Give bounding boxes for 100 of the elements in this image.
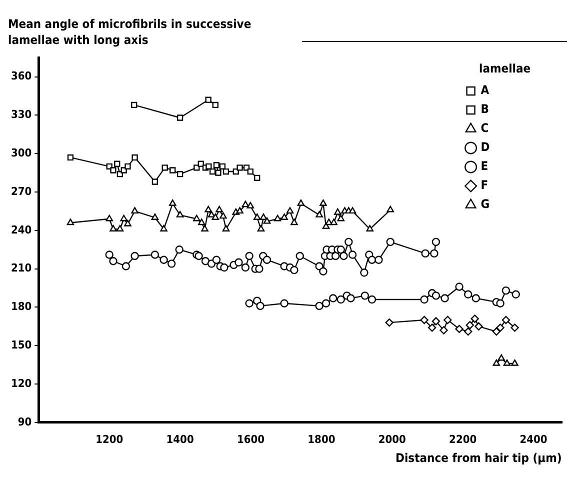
point: [167, 260, 176, 268]
point: [360, 268, 368, 277]
point: [216, 206, 223, 212]
point: [209, 168, 216, 175]
legend-label: A: [480, 83, 490, 98]
point: [502, 316, 510, 324]
point: [348, 207, 356, 214]
point: [420, 316, 428, 324]
point: [432, 238, 440, 246]
point: [215, 170, 222, 176]
point: [241, 263, 250, 272]
point: [114, 160, 120, 167]
point: [444, 316, 452, 324]
point: [440, 294, 449, 302]
y-tick-label: 90: [18, 415, 32, 428]
point: [430, 249, 438, 258]
point: [246, 202, 254, 208]
point: [116, 225, 124, 232]
y-tick-label: 360: [10, 70, 32, 83]
point: [432, 292, 440, 300]
point: [316, 210, 323, 218]
point: [160, 225, 168, 232]
x-tick-label: 1200: [96, 432, 124, 446]
point: [257, 225, 265, 232]
point: [106, 214, 113, 222]
point: [260, 214, 268, 220]
y-axis-title: Mean angle of microfibrils in successive lamellae with long axis: [8, 16, 252, 48]
point: [320, 199, 327, 206]
point: [254, 174, 260, 181]
legend-label: C: [480, 121, 489, 136]
point: [206, 163, 212, 170]
point: [262, 256, 272, 264]
point: [385, 318, 394, 327]
point: [66, 218, 74, 226]
point: [110, 225, 117, 232]
point: [105, 250, 114, 259]
point: [176, 210, 184, 218]
point: [160, 256, 168, 264]
x-axis-title: Distance from hair tip (µm): [395, 450, 562, 465]
point: [280, 214, 288, 220]
point: [336, 246, 345, 254]
point: [286, 207, 294, 214]
point: [331, 252, 340, 260]
point: [242, 200, 250, 208]
point: [322, 299, 330, 308]
point: [511, 359, 518, 366]
point: [346, 294, 355, 302]
point: [274, 214, 282, 222]
x-tick-label: 1800: [308, 432, 336, 446]
point: [330, 218, 338, 226]
point: [109, 257, 118, 266]
point: [503, 359, 511, 366]
point: [219, 163, 226, 170]
point: [131, 207, 138, 214]
x-tick-label: 2000: [378, 432, 406, 446]
y-tick-label: 150: [10, 338, 32, 352]
point: [255, 264, 264, 273]
point: [67, 154, 74, 161]
point: [220, 212, 227, 219]
point: [421, 249, 430, 258]
point: [245, 299, 254, 308]
point: [368, 295, 376, 304]
y-tick-label: 180: [10, 300, 32, 314]
point: [466, 321, 474, 330]
point: [110, 167, 116, 174]
point: [212, 256, 221, 264]
point: [132, 154, 138, 161]
point: [368, 256, 376, 264]
point: [152, 178, 158, 185]
point: [131, 102, 138, 108]
x-tick-label: 1600: [236, 432, 265, 446]
y-tick-label: 330: [10, 108, 32, 122]
point: [151, 214, 159, 220]
point: [194, 164, 200, 171]
point: [386, 206, 394, 212]
point: [263, 217, 271, 224]
y-tick-label: 300: [10, 146, 32, 160]
point: [472, 294, 480, 302]
point: [455, 324, 464, 334]
point: [204, 206, 212, 212]
point: [243, 164, 250, 171]
legend-label: F: [480, 178, 488, 192]
point: [176, 114, 184, 121]
point: [348, 250, 357, 259]
point: [124, 220, 132, 226]
point: [198, 218, 206, 226]
point: [337, 214, 345, 222]
point: [386, 238, 394, 246]
point: [432, 317, 440, 326]
point: [168, 199, 176, 206]
point: [176, 171, 184, 178]
point: [325, 218, 332, 226]
point: [290, 218, 298, 226]
x-tick-label: 2400: [520, 432, 548, 446]
point: [130, 252, 139, 260]
point: [366, 225, 374, 232]
y-tick-label: 270: [10, 184, 32, 198]
point: [256, 302, 264, 310]
point: [208, 210, 216, 218]
legend-label: E: [480, 159, 488, 174]
